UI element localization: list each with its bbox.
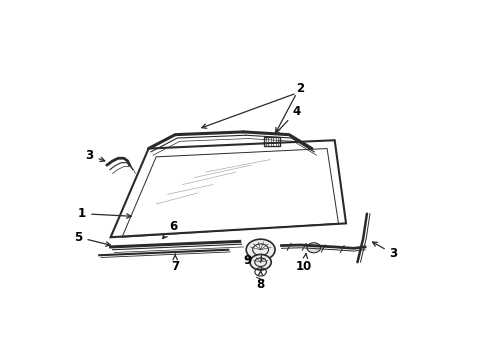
Circle shape — [307, 243, 320, 253]
Text: 7: 7 — [171, 254, 179, 273]
Text: 3: 3 — [372, 242, 397, 260]
Text: 2: 2 — [296, 82, 305, 95]
Circle shape — [246, 239, 275, 260]
Text: 9: 9 — [243, 254, 251, 267]
Text: 6: 6 — [163, 220, 177, 239]
Text: 1: 1 — [78, 207, 131, 220]
Text: 4: 4 — [275, 105, 301, 134]
Text: 3: 3 — [86, 149, 105, 162]
Text: 10: 10 — [296, 254, 313, 273]
Bar — [265, 138, 280, 146]
Text: 8: 8 — [256, 271, 265, 291]
Circle shape — [250, 255, 271, 270]
Text: 5: 5 — [74, 231, 110, 246]
